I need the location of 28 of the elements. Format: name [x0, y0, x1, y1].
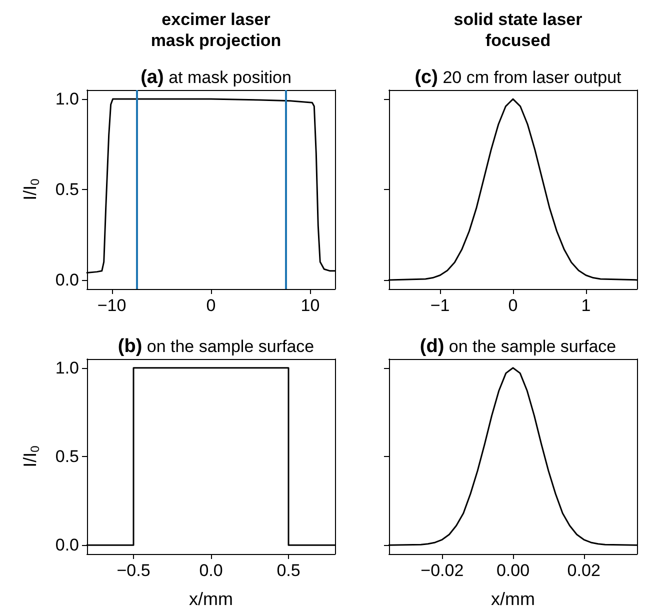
- x-tick-label: 0.5: [276, 561, 300, 580]
- x-tick-label: −0.02: [420, 561, 464, 580]
- x-axis-title: x/mm: [491, 589, 535, 609]
- y-tick-label: 0.0: [55, 536, 79, 555]
- x-tick-label: −0.5: [116, 561, 150, 580]
- x-tick-label: −1: [430, 296, 450, 315]
- x-axis-title: x/mm: [189, 589, 233, 609]
- x-tick-label: 0.0: [199, 561, 223, 580]
- x-tick-label: 0: [508, 296, 518, 315]
- chart-title: excimer laser mask projection: [150, 10, 282, 50]
- chart-subtitle: (d) on the sample surface: [420, 336, 616, 357]
- x-tick-label: 10: [300, 296, 320, 315]
- x-tick-label: 0: [206, 296, 216, 315]
- y-tick-label: 0.0: [55, 270, 79, 290]
- y-tick-label: 0.5: [55, 180, 79, 199]
- x-tick-label: 0.02: [567, 561, 600, 580]
- y-tick-label: 0.5: [55, 447, 79, 466]
- chart-subtitle: (a) at mask position: [140, 67, 292, 88]
- y-tick-label: 1.0: [55, 90, 79, 109]
- x-tick-label: −10: [97, 296, 126, 315]
- y-axis-title: I/I0: [20, 445, 42, 468]
- y-tick-label: 1.0: [55, 358, 79, 378]
- chart-subtitle: (c) 20 cm from laser output: [414, 67, 622, 88]
- x-tick-label: 1: [581, 296, 591, 315]
- x-tick-label: 0.00: [496, 561, 530, 580]
- y-axis-title: I/I0: [20, 178, 42, 200]
- chart-subtitle: (b) on the sample surface: [118, 336, 314, 357]
- chart-title: solid state laser focused: [454, 10, 583, 50]
